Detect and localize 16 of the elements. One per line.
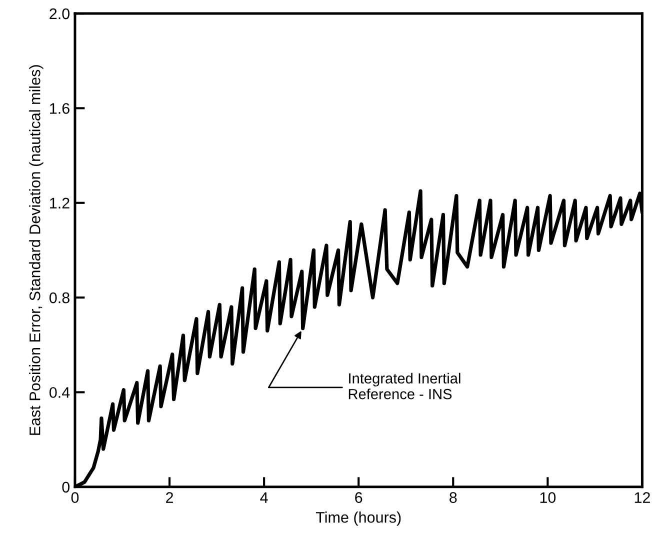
x-tick-label: 12: [634, 492, 650, 503]
y-axis-title: East Position Error, Standard Deviation (nautical miles): [29, 65, 44, 435]
x-tick-label: 8: [450, 492, 457, 503]
y-tick-label: 1.6: [50, 103, 70, 114]
x-tick-label: 4: [260, 492, 268, 503]
x-tick-label: 10: [540, 492, 556, 503]
annotation: Integrated Inertial Reference - INS: [348, 372, 460, 400]
y-tick-label: 2.0: [50, 8, 70, 20]
y-tick-label: 1.2: [50, 198, 70, 208]
x-tick-label: 2: [166, 492, 173, 503]
y-tick-label: 0: [62, 482, 70, 493]
x-axis-title: Time (hours): [316, 512, 401, 526]
y-tick-label: 0.8: [49, 292, 70, 304]
y-tick-label: 0.4: [49, 387, 70, 398]
x-tick-label: 6: [355, 492, 362, 503]
x-tick-label: 0: [71, 492, 79, 503]
